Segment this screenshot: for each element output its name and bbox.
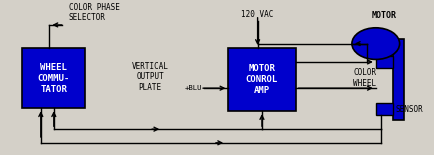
FancyBboxPatch shape: [22, 48, 85, 108]
FancyBboxPatch shape: [375, 56, 392, 68]
Text: COLOR
WHEEL: COLOR WHEEL: [352, 68, 375, 88]
FancyBboxPatch shape: [228, 48, 295, 111]
Text: COLOR PHASE
SELECTOR: COLOR PHASE SELECTOR: [69, 3, 120, 22]
Text: VERTICAL
OUTPUT
PLATE: VERTICAL OUTPUT PLATE: [132, 62, 168, 92]
FancyBboxPatch shape: [392, 39, 403, 120]
Text: MOTOR: MOTOR: [371, 11, 396, 20]
FancyBboxPatch shape: [375, 103, 392, 115]
Text: MOTOR
CONROL
AMP: MOTOR CONROL AMP: [245, 64, 277, 95]
Text: SENSOR: SENSOR: [395, 105, 422, 114]
Text: 120 VAC: 120 VAC: [241, 10, 273, 19]
Ellipse shape: [351, 28, 399, 59]
Text: +BLU: +BLU: [184, 85, 202, 91]
Text: WHEEL
COMMU-
TATOR: WHEEL COMMU- TATOR: [38, 62, 70, 94]
